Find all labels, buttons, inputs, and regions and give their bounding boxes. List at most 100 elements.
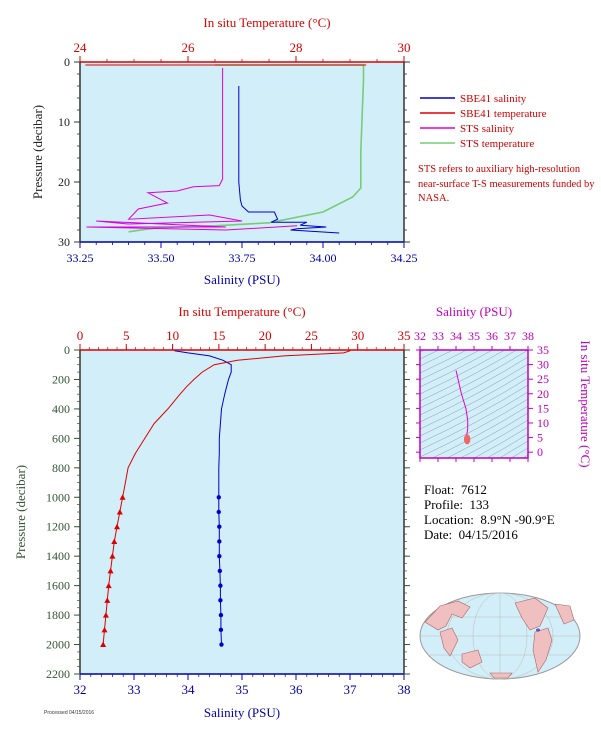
full-profile-plot-area: [80, 350, 404, 674]
full-profile-salinity-tick-label: 37: [344, 682, 358, 697]
full-profile-temperature-tick-label: 30: [351, 328, 364, 343]
full-profile-pressure-tick-label: 400: [52, 402, 70, 416]
density-contour: [420, 350, 425, 353]
near-surface-temperature-tick-label: 30: [398, 40, 411, 55]
ts-salinity-tick-label: 35: [468, 329, 480, 343]
full-profile-pressure-tick-label: 2000: [46, 638, 70, 652]
full-profile-chart: 0 5 10 15 20 25 30 35 32 33 34 35 36 37 38 0 200 400 600 80…: [13, 304, 411, 720]
near-surface-series-sts-salinity: [86, 68, 298, 231]
density-contour: [420, 252, 528, 310]
density-contour: [420, 350, 481, 381]
salinity-point: [217, 524, 222, 529]
density-contour: [420, 350, 440, 360]
full-profile-bottom-axis-title: Salinity (PSU): [204, 705, 280, 720]
temperature-point: [119, 494, 126, 500]
salinity-point: [218, 583, 223, 588]
density-contour: [420, 350, 528, 409]
ts-temperature-tick-label: 0: [537, 445, 543, 459]
salinity-point: [217, 568, 223, 574]
full-profile-pressure-tick-label: 1600: [46, 579, 70, 593]
full-profile-top-axis-title: In situ Temperature (°C): [178, 304, 305, 319]
full-profile-temperature-tick-label: 25: [305, 328, 318, 343]
near-surface-temperature-tick-label: 24: [74, 40, 88, 55]
footer-stamp: Processed 04/15/2016: [44, 710, 95, 716]
full-profile-salinity-tick-label: 34: [182, 682, 196, 697]
density-contour: [420, 391, 528, 451]
world-map: *: [419, 592, 581, 680]
density-contour: [420, 363, 528, 423]
density-contour: [473, 426, 528, 458]
ts-temperature-tick-label: 20: [537, 387, 549, 401]
near-surface-temperature-tick-label: 26: [182, 40, 196, 55]
date-label: Date:: [424, 527, 453, 542]
legend-label: STS salinity: [460, 123, 515, 135]
near-surface-plot-area: [80, 62, 404, 242]
near-surface-temperature-tick-label: 28: [290, 40, 303, 55]
near-surface-salinity-tick-label: 33.25: [67, 251, 94, 265]
density-contour: [499, 440, 528, 458]
ts-salinity-tick-label: 32: [414, 329, 426, 343]
full-profile-pressure-tick-label: 1800: [46, 608, 70, 622]
temperature-point: [111, 538, 118, 544]
full-profile-temperature-tick-label: 35: [398, 328, 411, 343]
near-surface-y-axis-title: Pressure (decibar): [30, 105, 45, 199]
near-surface-pressure-tick-label: 10: [58, 115, 70, 129]
full-profile-y-axis-title: Pressure (decibar): [13, 465, 28, 559]
density-contour: [486, 433, 528, 458]
full-profile-pressure-tick-label: 1200: [46, 520, 70, 534]
salinity-point: [216, 495, 221, 500]
density-contour: [420, 350, 454, 367]
full-profile-temperature-tick-label: 5: [123, 328, 130, 343]
legend-label: STS temperature: [460, 138, 534, 150]
salinity-point: [217, 539, 222, 544]
temperature-point: [102, 612, 109, 618]
density-contour: [446, 412, 528, 458]
float-info-row: Float: 7612: [424, 482, 487, 498]
salinity-point: [219, 642, 224, 647]
ts-right-axis-title: In situ Temperature (°C): [578, 340, 593, 467]
salinity-point: [216, 509, 221, 515]
density-contour: [420, 370, 528, 430]
salinity-point: [218, 612, 224, 618]
full-profile-pressure-tick-label: 0: [64, 343, 70, 357]
full-profile-salinity-tick-label: 35: [236, 682, 249, 697]
near-surface-bottom-axis-title: Salinity (PSU): [204, 272, 280, 287]
profile-info-row: Profile: 133: [424, 497, 489, 513]
ts-plot-area: [420, 350, 528, 458]
ts-salinity-tick-label: 33: [432, 329, 444, 343]
ts-salinity-tick-label: 38: [522, 329, 534, 343]
full-profile-pressure-tick-label: 800: [52, 461, 70, 475]
full-profile-pressure-tick-label: 1000: [46, 490, 70, 504]
near-surface-pressure-tick-label: 30: [58, 235, 70, 249]
legend: SBE41 salinity SBE41 temperature STS salin…: [420, 93, 547, 150]
ts-temperature-tick-label: 10: [537, 416, 549, 430]
full-profile-pressure-tick-label: 2200: [46, 667, 70, 681]
ts-top-axis-title: Salinity (PSU): [436, 304, 512, 319]
date-value: 04/15/2016: [458, 527, 518, 542]
near-surface-salinity-tick-label: 33.75: [229, 251, 256, 265]
density-contour: [420, 350, 468, 374]
ts-salinity-tick-label: 37: [504, 329, 516, 343]
near-surface-salinity-tick-label: 33.50: [148, 251, 175, 265]
density-contour: [420, 356, 528, 416]
continents: [424, 597, 575, 679]
temperature-point: [107, 567, 114, 574]
full-profile-salinity-tick-label: 32: [74, 682, 87, 697]
full-profile-salinity-tick-label: 38: [398, 682, 411, 697]
float-location-marker: *: [536, 627, 541, 638]
temperature-point: [105, 582, 112, 589]
ts-salinity-tick-label: 34: [450, 329, 462, 343]
profile-label: Profile:: [424, 497, 463, 512]
ts-temperature-tick-label: 25: [537, 372, 549, 386]
ts-temperature-tick-label: 5: [537, 431, 543, 445]
full-profile-pressure-tick-label: 600: [52, 431, 70, 445]
profile-value: 133: [469, 497, 490, 512]
legend-label: SBE41 temperature: [460, 108, 547, 120]
full-profile-temperature-tick-label: 15: [212, 328, 225, 343]
density-contour: [420, 377, 528, 437]
near-surface-salinity-tick-label: 34.00: [310, 251, 337, 265]
full-profile-salinity-tick-label: 33: [128, 682, 141, 697]
temperature-point: [116, 509, 123, 515]
